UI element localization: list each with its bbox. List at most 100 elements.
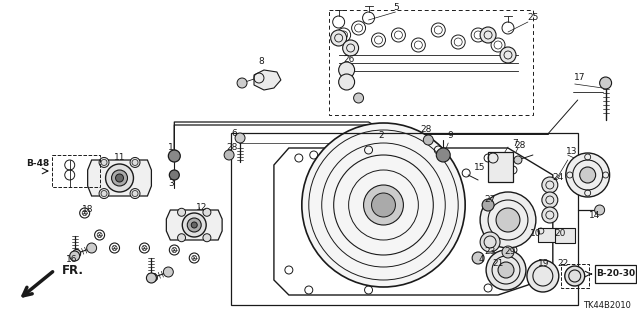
Circle shape bbox=[502, 246, 514, 258]
Circle shape bbox=[500, 47, 516, 63]
Circle shape bbox=[177, 234, 186, 242]
Circle shape bbox=[486, 250, 526, 290]
Circle shape bbox=[566, 153, 609, 197]
Circle shape bbox=[423, 135, 433, 145]
Circle shape bbox=[600, 77, 612, 89]
Text: 17: 17 bbox=[574, 73, 586, 83]
Text: 21: 21 bbox=[492, 258, 504, 268]
Circle shape bbox=[73, 249, 81, 257]
Text: 10: 10 bbox=[530, 229, 541, 239]
Text: 4: 4 bbox=[478, 256, 484, 264]
Text: 19: 19 bbox=[538, 258, 550, 268]
Circle shape bbox=[237, 78, 247, 88]
Circle shape bbox=[480, 27, 496, 43]
Circle shape bbox=[168, 150, 180, 162]
Text: 22: 22 bbox=[557, 259, 568, 269]
Polygon shape bbox=[254, 70, 281, 90]
Circle shape bbox=[99, 189, 109, 198]
Text: 2: 2 bbox=[379, 130, 384, 139]
Circle shape bbox=[364, 185, 403, 225]
Bar bbox=[555, 228, 575, 243]
Circle shape bbox=[188, 218, 201, 232]
Text: 23: 23 bbox=[484, 248, 496, 256]
Polygon shape bbox=[88, 160, 152, 196]
Circle shape bbox=[177, 208, 186, 216]
Circle shape bbox=[111, 170, 127, 186]
Circle shape bbox=[480, 192, 536, 248]
Text: 8: 8 bbox=[258, 57, 264, 66]
Circle shape bbox=[191, 222, 197, 228]
Circle shape bbox=[130, 158, 140, 167]
Circle shape bbox=[149, 273, 157, 281]
Circle shape bbox=[70, 251, 80, 261]
Circle shape bbox=[203, 234, 211, 242]
Circle shape bbox=[116, 174, 124, 182]
Polygon shape bbox=[166, 210, 222, 240]
Text: 25: 25 bbox=[527, 13, 539, 23]
Text: B-20-30: B-20-30 bbox=[596, 270, 635, 278]
Circle shape bbox=[235, 133, 245, 143]
Circle shape bbox=[99, 158, 109, 167]
Circle shape bbox=[580, 167, 596, 183]
Circle shape bbox=[542, 207, 558, 223]
Text: 29: 29 bbox=[504, 248, 516, 256]
Text: TK44B2010: TK44B2010 bbox=[582, 301, 630, 310]
Circle shape bbox=[595, 205, 605, 215]
Circle shape bbox=[163, 267, 173, 277]
Bar bbox=[488, 152, 513, 182]
Text: 7: 7 bbox=[512, 138, 518, 147]
Circle shape bbox=[542, 177, 558, 193]
Text: 13: 13 bbox=[566, 147, 577, 157]
Circle shape bbox=[147, 273, 156, 283]
Text: 24: 24 bbox=[552, 174, 563, 182]
Circle shape bbox=[354, 93, 364, 103]
Circle shape bbox=[472, 252, 484, 264]
Bar bbox=[538, 228, 556, 242]
Circle shape bbox=[436, 148, 450, 162]
Text: 18: 18 bbox=[82, 205, 93, 214]
Circle shape bbox=[342, 40, 358, 56]
Circle shape bbox=[331, 30, 347, 46]
Text: B-48: B-48 bbox=[26, 159, 50, 167]
Text: 11: 11 bbox=[114, 153, 125, 162]
Circle shape bbox=[496, 208, 520, 232]
Circle shape bbox=[182, 213, 206, 237]
Text: 26: 26 bbox=[343, 56, 355, 64]
Text: 6: 6 bbox=[231, 129, 237, 137]
Circle shape bbox=[106, 164, 134, 192]
Bar bbox=[329, 10, 533, 115]
Circle shape bbox=[86, 243, 97, 253]
Circle shape bbox=[480, 232, 500, 252]
Text: 9: 9 bbox=[447, 131, 453, 140]
Bar bbox=[595, 265, 637, 283]
Text: 27: 27 bbox=[484, 196, 496, 204]
Circle shape bbox=[224, 150, 234, 160]
Text: 12: 12 bbox=[195, 204, 207, 212]
Circle shape bbox=[339, 62, 355, 78]
Circle shape bbox=[527, 260, 559, 292]
Bar bbox=[561, 264, 589, 288]
Text: 28: 28 bbox=[227, 144, 238, 152]
Text: 16: 16 bbox=[66, 255, 77, 263]
Text: FR.: FR. bbox=[61, 263, 84, 277]
Circle shape bbox=[372, 193, 396, 217]
Circle shape bbox=[564, 266, 585, 286]
Circle shape bbox=[203, 208, 211, 216]
Bar bbox=[231, 133, 578, 305]
Circle shape bbox=[302, 123, 465, 287]
Text: 5: 5 bbox=[394, 4, 399, 12]
Text: 15: 15 bbox=[474, 164, 486, 173]
Circle shape bbox=[542, 192, 558, 208]
Circle shape bbox=[339, 74, 355, 90]
Bar bbox=[52, 155, 100, 187]
Text: 20: 20 bbox=[554, 229, 566, 239]
Text: 1: 1 bbox=[168, 144, 174, 152]
Text: 14: 14 bbox=[589, 211, 600, 219]
Circle shape bbox=[498, 262, 514, 278]
Text: 28: 28 bbox=[420, 125, 432, 135]
Text: 3: 3 bbox=[168, 179, 174, 188]
Text: 28: 28 bbox=[515, 140, 525, 150]
Circle shape bbox=[514, 156, 522, 164]
Circle shape bbox=[170, 170, 179, 180]
Circle shape bbox=[482, 199, 494, 211]
